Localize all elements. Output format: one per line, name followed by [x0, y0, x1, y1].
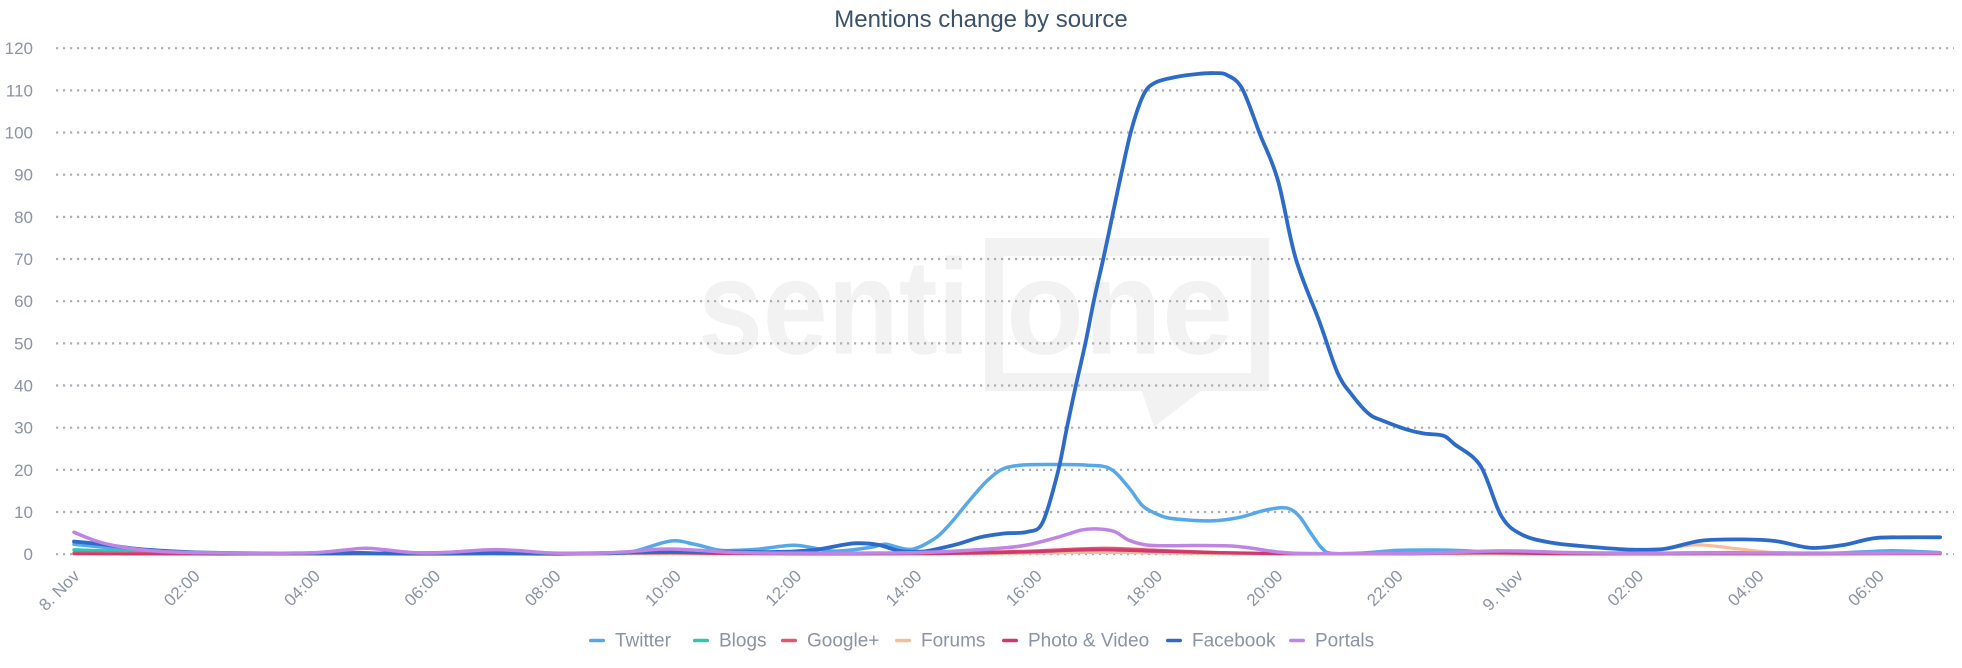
svg-text:120: 120 [5, 39, 33, 58]
svg-text:10: 10 [14, 503, 33, 522]
svg-text:70: 70 [14, 250, 33, 269]
svg-text:Facebook: Facebook [1192, 631, 1276, 652]
svg-text:Twitter: Twitter [615, 631, 672, 652]
svg-text:Mentions change by source: Mentions change by source [834, 6, 1128, 33]
svg-text:90: 90 [14, 166, 33, 185]
svg-text:Google+: Google+ [807, 631, 879, 652]
svg-text:50: 50 [14, 334, 33, 353]
svg-text:80: 80 [14, 208, 33, 227]
svg-text:0: 0 [24, 545, 33, 564]
svg-text:senti: senti [698, 232, 970, 383]
svg-text:Portals: Portals [1315, 631, 1374, 652]
svg-text:40: 40 [14, 377, 33, 396]
svg-text:20: 20 [14, 461, 33, 480]
svg-text:100: 100 [5, 124, 33, 143]
svg-text:one: one [1006, 232, 1233, 383]
svg-text:Forums: Forums [921, 631, 985, 652]
svg-text:Blogs: Blogs [719, 631, 767, 652]
svg-text:Photo & Video: Photo & Video [1028, 631, 1149, 652]
svg-text:30: 30 [14, 419, 33, 438]
svg-text:110: 110 [6, 81, 33, 100]
svg-text:60: 60 [14, 292, 33, 311]
